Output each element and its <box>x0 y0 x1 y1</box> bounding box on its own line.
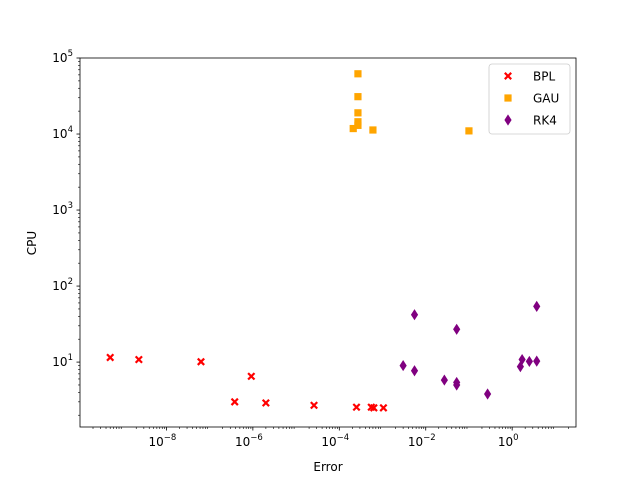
x-tick-exponent: −8 <box>164 433 177 443</box>
y-tick-base: 10 <box>52 203 67 217</box>
point-bpl-1-stroke-b <box>134 355 143 364</box>
y-axis-label: CPU <box>25 231 39 255</box>
x-tick-base: 10 <box>408 435 423 449</box>
x-tick-base: 10 <box>235 435 250 449</box>
point-bpl-8-stroke-b <box>367 403 376 412</box>
y-tick-base: 10 <box>52 127 67 141</box>
point-gau-5 <box>349 124 357 133</box>
point-bpl-9-stroke-b <box>369 403 378 412</box>
x-tick-exponent: 0 <box>513 433 518 443</box>
y-tick-label: 103 <box>52 201 73 217</box>
x-tick-label: 10−6 <box>235 433 263 449</box>
point-gau-6 <box>369 126 377 134</box>
series-gau <box>349 70 473 135</box>
point-rk4-11 <box>533 355 541 367</box>
point-gau-3 <box>354 118 362 126</box>
series-rk4 <box>399 300 541 400</box>
point-bpl-3 <box>230 397 239 406</box>
legend-entry-rk4: RK4 <box>504 114 557 128</box>
x-tick-base: 10 <box>321 435 336 449</box>
point-bpl-2-stroke-b <box>196 357 205 366</box>
legend-marker-gau <box>504 94 512 102</box>
legend-label-gau: GAU <box>533 92 559 106</box>
point-bpl-5 <box>261 398 270 407</box>
axes-frame <box>79 57 577 428</box>
point-bpl-3-stroke-b <box>230 397 239 406</box>
x-tick-exponent: −6 <box>250 433 263 443</box>
legend-entry-bpl: BPL <box>504 70 555 84</box>
point-rk4-12 <box>533 300 541 313</box>
y-tick-label: 105 <box>52 49 73 65</box>
x-tick-base: 10 <box>498 435 513 449</box>
point-rk4-0 <box>399 359 407 372</box>
legend-entry-gau: GAU <box>504 92 559 106</box>
y-tick-exponent: 1 <box>68 353 73 363</box>
point-bpl-4-stroke-b <box>247 372 256 381</box>
y-tick-base: 10 <box>52 279 67 293</box>
point-bpl-2 <box>196 357 205 366</box>
y-tick-label: 102 <box>52 277 73 293</box>
point-gau-4 <box>354 121 362 129</box>
x-tick-label: 10−8 <box>149 433 177 449</box>
y-tick-exponent: 3 <box>68 201 73 211</box>
x-axis-label: Error <box>313 460 342 474</box>
x-tick-exponent: −2 <box>423 433 436 443</box>
point-bpl-10-stroke-b <box>379 403 388 412</box>
y-tick-exponent: 2 <box>68 277 73 287</box>
legend-marker-rk4 <box>504 114 512 126</box>
point-rk4-7 <box>483 388 492 400</box>
point-bpl-4 <box>247 372 256 381</box>
point-rk4-6 <box>453 379 461 391</box>
point-gau-1 <box>354 93 362 101</box>
legend-marker-bpl-stroke-b <box>504 72 512 80</box>
y-tick-exponent: 5 <box>68 49 73 59</box>
legend-label-bpl: BPL <box>533 70 555 84</box>
point-rk4-4 <box>453 323 461 335</box>
y-tick-base: 10 <box>52 51 67 65</box>
x-tick-label: 100 <box>498 433 519 449</box>
point-bpl-1 <box>134 355 143 364</box>
legend: BPL GAU RK4 <box>488 63 571 135</box>
series-bpl <box>106 353 388 412</box>
point-gau-0 <box>354 70 362 78</box>
point-bpl-6 <box>310 401 318 410</box>
point-rk4-8 <box>516 361 524 373</box>
y-tick-base: 10 <box>52 355 67 369</box>
point-rk4-1 <box>410 309 419 321</box>
point-bpl-6-stroke-b <box>310 401 318 410</box>
x-tick-label: 10−4 <box>321 433 349 449</box>
point-rk4-9 <box>518 353 526 366</box>
x-tick-base: 10 <box>149 435 164 449</box>
point-bpl-0-stroke-b <box>106 353 115 362</box>
point-bpl-5-stroke-b <box>261 398 270 407</box>
point-bpl-9 <box>369 403 378 412</box>
point-rk4-2 <box>410 365 419 377</box>
point-bpl-0 <box>106 353 115 362</box>
y-tick-label: 101 <box>52 353 73 369</box>
y-tick-label: 104 <box>52 125 73 141</box>
x-tick-exponent: −4 <box>337 433 350 443</box>
point-gau-2 <box>354 109 362 117</box>
point-gau-7 <box>465 127 473 135</box>
point-rk4-3 <box>440 374 448 386</box>
plot-layer <box>106 70 541 412</box>
y-tick-exponent: 4 <box>68 125 73 135</box>
point-bpl-10 <box>379 403 388 412</box>
x-tick-label: 10−2 <box>408 433 436 449</box>
point-bpl-7 <box>352 403 361 412</box>
point-rk4-10 <box>525 355 533 368</box>
legend-label-rk4: RK4 <box>533 114 557 128</box>
legend-marker-bpl <box>504 72 512 80</box>
point-bpl-7-stroke-b <box>352 403 361 412</box>
